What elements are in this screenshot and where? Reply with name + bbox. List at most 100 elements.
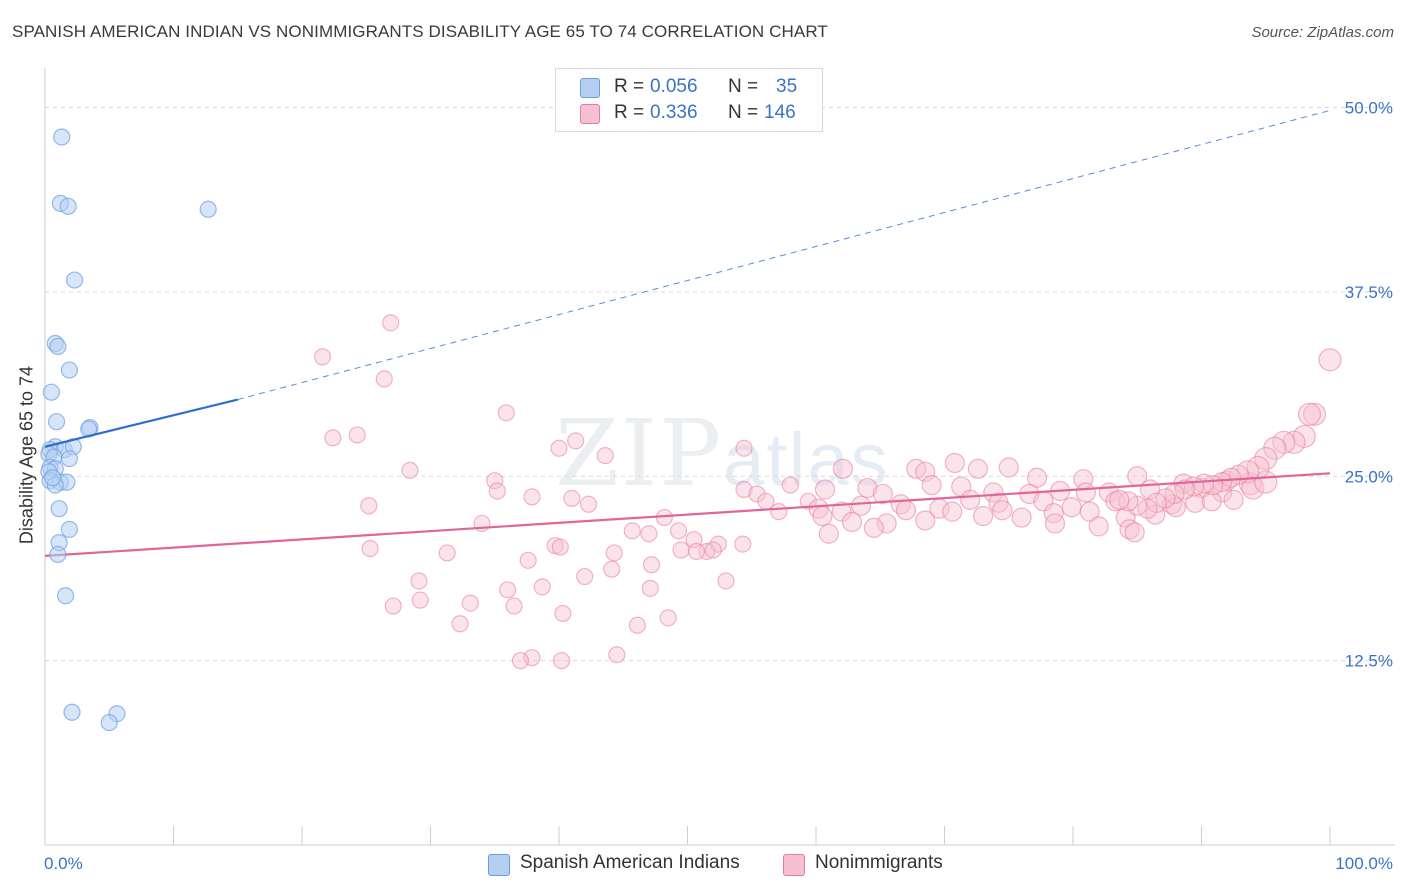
nonimmigrants-point (382, 314, 400, 332)
spanish-american-indians-point (65, 271, 84, 289)
spanish-american-indians-point (42, 383, 61, 401)
nonimmigrants-point (1174, 479, 1195, 500)
nonimmigrants-point (523, 488, 541, 506)
spanish-american-indians-point (60, 520, 79, 538)
spanish-american-indians-point (47, 413, 66, 431)
x-tick-label: 0.0% (44, 854, 83, 873)
nonimmigrants-point (1079, 501, 1100, 522)
nonimmigrants-point (596, 447, 614, 465)
nonimmigrants-point (1297, 402, 1322, 426)
nonimmigrants-point (967, 458, 989, 479)
nonimmigrants-point (704, 541, 722, 559)
watermark: ZIPatlas (555, 400, 889, 507)
nonimmigrants-point (324, 429, 342, 447)
nonimmigrants-point (360, 497, 378, 515)
nonimmigrants-point (1201, 491, 1222, 512)
nonimmigrants-point (757, 492, 775, 510)
nonimmigrants-point (799, 492, 817, 510)
spanish-american-indians-point (60, 449, 79, 468)
nonimmigrants-point (642, 556, 661, 574)
nonimmigrants-point (960, 489, 981, 510)
spanish-american-indians-point (63, 703, 81, 721)
nonimmigrants-point (603, 560, 621, 578)
nonimmigrants-point (1223, 489, 1244, 510)
nonimmigrants-point (608, 646, 626, 664)
nonimmigrants-point (1075, 482, 1096, 503)
nonimmigrants-point (384, 597, 402, 615)
nonimmigrants-point (831, 501, 852, 522)
nonimmigrants-point (812, 505, 833, 527)
nonimmigrants-point (1109, 489, 1130, 510)
nonimmigrants-point (876, 513, 897, 534)
spanish-american-indians-point (44, 469, 62, 487)
nonimmigrants-point (628, 616, 646, 634)
nonimmigrants-point (1088, 516, 1109, 537)
legend-r-value: 0.336 (650, 102, 698, 123)
nonimmigrants-point (640, 525, 658, 543)
nonimmigrants-point (486, 472, 504, 490)
nonimmigrants-point (361, 539, 379, 558)
nonimmigrants-point (814, 479, 836, 500)
y-tick-label: 25.0% (1345, 467, 1393, 486)
nonimmigrants-point (717, 572, 735, 590)
nonimmigrants-point (567, 432, 585, 450)
legend-swatch-pink (580, 104, 600, 124)
nonimmigrants-point (992, 500, 1013, 521)
nonimmigrants-point (1124, 522, 1145, 543)
y-tick-label: 50.0% (1345, 99, 1393, 118)
stats-legend: R = 0.056 N = 35 R = 0.336 N = 146 (555, 68, 823, 132)
spanish-american-indians-point (59, 197, 77, 215)
nonimmigrants-point (895, 500, 917, 521)
x-tick-label: 100.0% (1335, 854, 1393, 873)
nonimmigrants-point (818, 523, 839, 544)
watermark-main: ZIP (555, 400, 724, 507)
nonimmigrants-point (554, 604, 572, 623)
nonimmigrants-point (1061, 497, 1082, 518)
nonimmigrants-point (563, 489, 581, 507)
bottom-swatch-blue (488, 854, 510, 876)
nonimmigrants-point (944, 452, 965, 474)
nonimmigrants-point (998, 457, 1019, 478)
nonimmigrants-point (623, 522, 641, 540)
nonimmigrants-point (552, 652, 571, 670)
nonimmigrants-point (1282, 430, 1306, 454)
nonimmigrants-point (857, 477, 878, 499)
nonimmigrants-trendline (44, 472, 1331, 557)
nonimmigrants-point (579, 495, 598, 513)
legend-r-label: R = (614, 102, 645, 123)
nonimmigrants-point (669, 522, 688, 540)
nonimmigrants-point (1318, 348, 1342, 372)
nonimmigrants-point (1026, 467, 1048, 488)
spanish-american-indians-point (53, 128, 71, 146)
nonimmigrants-point (1044, 513, 1066, 534)
spanish-american-indians-point (50, 500, 68, 518)
nonimmigrants-point (375, 370, 393, 388)
nonimmigrants-point (659, 609, 677, 627)
nonimmigrants-point (401, 461, 419, 479)
nonimmigrants-point (411, 591, 429, 609)
bottom-swatch-pink (783, 854, 805, 876)
nonimmigrants-point (505, 597, 523, 615)
nonimmigrants-point (781, 476, 799, 494)
nonimmigrants-point (410, 572, 428, 590)
nonimmigrants-point (451, 615, 469, 633)
legend-n-label: N = (728, 76, 759, 97)
nonimmigrants-point (672, 541, 690, 559)
spanish-american-indians-trendline (44, 398, 239, 448)
nonimmigrants-point (1302, 402, 1327, 426)
nonimmigrants-point (519, 551, 537, 569)
nonimmigrants-point (499, 581, 517, 599)
nonimmigrants-point (605, 544, 623, 562)
legend-r-label: R = (614, 76, 645, 97)
spanish-american-indians-point (199, 200, 217, 218)
nonimmigrants-point (550, 439, 568, 457)
spanish-american-indians-point (49, 337, 67, 356)
nonimmigrants-point (850, 495, 872, 516)
nonimmigrants-point (641, 579, 659, 597)
nonimmigrants-point (915, 510, 936, 531)
nonimmigrants-point (655, 508, 673, 527)
nonimmigrants-point (551, 538, 569, 556)
legend-n-value: 146 (764, 102, 796, 123)
nonimmigrants-point (1184, 492, 1206, 513)
